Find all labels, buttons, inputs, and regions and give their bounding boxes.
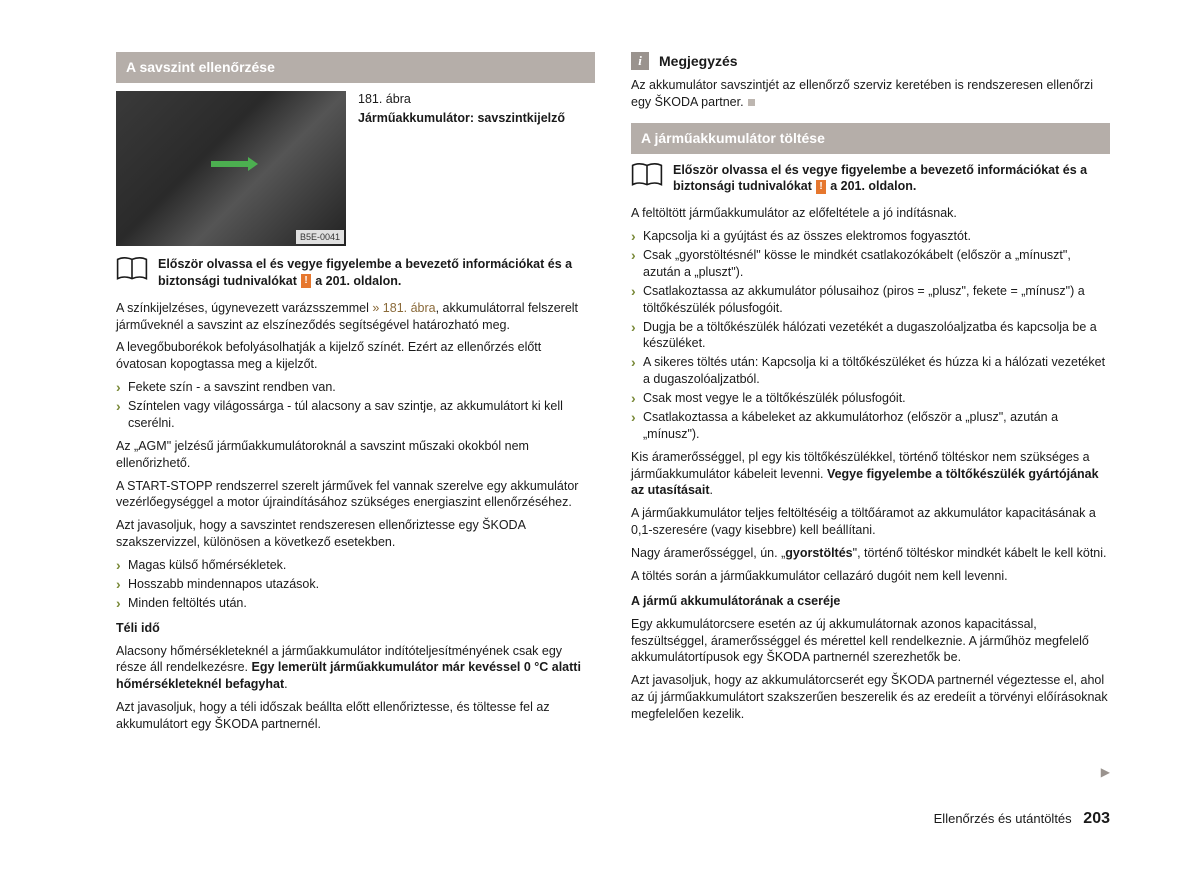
page-number: 203 bbox=[1083, 810, 1110, 827]
left-p7: Azt javasoljuk, hogy a téli időszak beál… bbox=[116, 699, 595, 733]
right-p6: Egy akkumulátorcsere esetén az új akkumu… bbox=[631, 616, 1110, 667]
right-p1: A feltöltött járműakkumulátor az előfelt… bbox=[631, 205, 1110, 222]
list-item: Csak „gyorstöltésnél" kösse le mindkét c… bbox=[631, 247, 1110, 281]
left-note: Először olvassa el és vegye figyelembe a… bbox=[116, 256, 595, 290]
left-bullets-1: Fekete szín - a savszint rendben van. Sz… bbox=[116, 379, 595, 432]
left-note-text: Először olvassa el és vegye figyelembe a… bbox=[158, 256, 595, 290]
book-icon bbox=[116, 256, 148, 282]
right-bullets: Kapcsolja ki a gyújtást és az összes ele… bbox=[631, 228, 1110, 443]
figure-tag: B5E-0041 bbox=[296, 230, 344, 244]
right-p7: Azt javasoljuk, hogy az akkumulátorcseré… bbox=[631, 672, 1110, 723]
list-item: A sikeres töltés után: Kapcsolja ki a tö… bbox=[631, 354, 1110, 388]
right-subhead: A jármű akkumulátorának a cseréje bbox=[631, 593, 1110, 610]
list-item: Dugja be a töltőkészülék hálózati vezeté… bbox=[631, 319, 1110, 353]
info-header: i Megjegyzés bbox=[631, 52, 1110, 71]
figure-title: Járműakkumulátor: savszintkijelző bbox=[358, 111, 565, 125]
left-p3: Az „AGM" jelzésű járműakkumulátoroknál a… bbox=[116, 438, 595, 472]
list-item: Magas külső hőmérsékletek. bbox=[116, 557, 595, 574]
right-p3: A járműakkumulátor teljes feltöltéséig a… bbox=[631, 505, 1110, 539]
list-item: Színtelen vagy világossárga - túl alacso… bbox=[116, 398, 595, 432]
right-p2: Kis áramerősséggel, pl egy kis töltőkész… bbox=[631, 449, 1110, 500]
page: A savszint ellenőrzése B5E-0041 181. ábr… bbox=[0, 0, 1200, 876]
info-text: Az akkumulátor savszintjét az ellenőrző … bbox=[631, 77, 1110, 111]
left-section-title: A savszint ellenőrzése bbox=[116, 52, 595, 83]
right-p4: Nagy áramerősséggel, ún. „gyorstöltés", … bbox=[631, 545, 1110, 562]
warning-icon: ! bbox=[301, 274, 310, 288]
figure-image: B5E-0041 bbox=[116, 91, 346, 246]
list-item: Csatlakoztassa a kábeleket az akkumuláto… bbox=[631, 409, 1110, 443]
left-p4: A START-STOPP rendszerrel szerelt járműv… bbox=[116, 478, 595, 512]
info-icon: i bbox=[631, 52, 649, 70]
right-section-title: A járműakkumulátor töltése bbox=[631, 123, 1110, 154]
figure-block: B5E-0041 181. ábra Járműakkumulátor: sav… bbox=[116, 91, 595, 246]
page-footer: Ellenőrzés és utántöltés 203 bbox=[934, 808, 1110, 830]
info-title: Megjegyzés bbox=[659, 52, 738, 71]
left-subhead: Téli idő bbox=[116, 620, 595, 637]
footer-section: Ellenőrzés és utántöltés bbox=[934, 811, 1072, 826]
left-column: A savszint ellenőrzése B5E-0041 181. ábr… bbox=[116, 52, 595, 836]
right-note-text: Először olvassa el és vegye figyelembe a… bbox=[673, 162, 1110, 196]
left-p6: Alacsony hőmérsékleteknél a járműakkumul… bbox=[116, 643, 595, 694]
list-item: Kapcsolja ki a gyújtást és az összes ele… bbox=[631, 228, 1110, 245]
right-column: i Megjegyzés Az akkumulátor savszintjét … bbox=[631, 52, 1110, 836]
continue-marker-icon: ▶ bbox=[1101, 764, 1110, 780]
left-p5: Azt javasoljuk, hogy a savszintet rendsz… bbox=[116, 517, 595, 551]
right-p5: A töltés során a járműakkumulátor cellaz… bbox=[631, 568, 1110, 585]
list-item: Minden feltöltés után. bbox=[116, 595, 595, 612]
list-item: Csak most vegye le a töltőkészülék pólus… bbox=[631, 390, 1110, 407]
figure-number: 181. ábra bbox=[358, 91, 565, 108]
list-item: Fekete szín - a savszint rendben van. bbox=[116, 379, 595, 396]
left-p2: A levegőbuborékok befolyásolhatják a kij… bbox=[116, 339, 595, 373]
figure-caption: 181. ábra Járműakkumulátor: savszintkije… bbox=[358, 91, 565, 246]
list-item: Csatlakoztassa az akkumulátor pólusaihoz… bbox=[631, 283, 1110, 317]
book-icon bbox=[631, 162, 663, 188]
end-marker-icon bbox=[748, 99, 755, 106]
list-item: Hosszabb mindennapos utazások. bbox=[116, 576, 595, 593]
figure-ref-link[interactable]: » 181. ábra bbox=[372, 301, 435, 315]
right-note: Először olvassa el és vegye figyelembe a… bbox=[631, 162, 1110, 196]
warning-icon: ! bbox=[816, 180, 825, 194]
left-p1: A színkijelzéses, úgynevezett varázsszem… bbox=[116, 300, 595, 334]
left-bullets-2: Magas külső hőmérsékletek. Hosszabb mind… bbox=[116, 557, 595, 612]
